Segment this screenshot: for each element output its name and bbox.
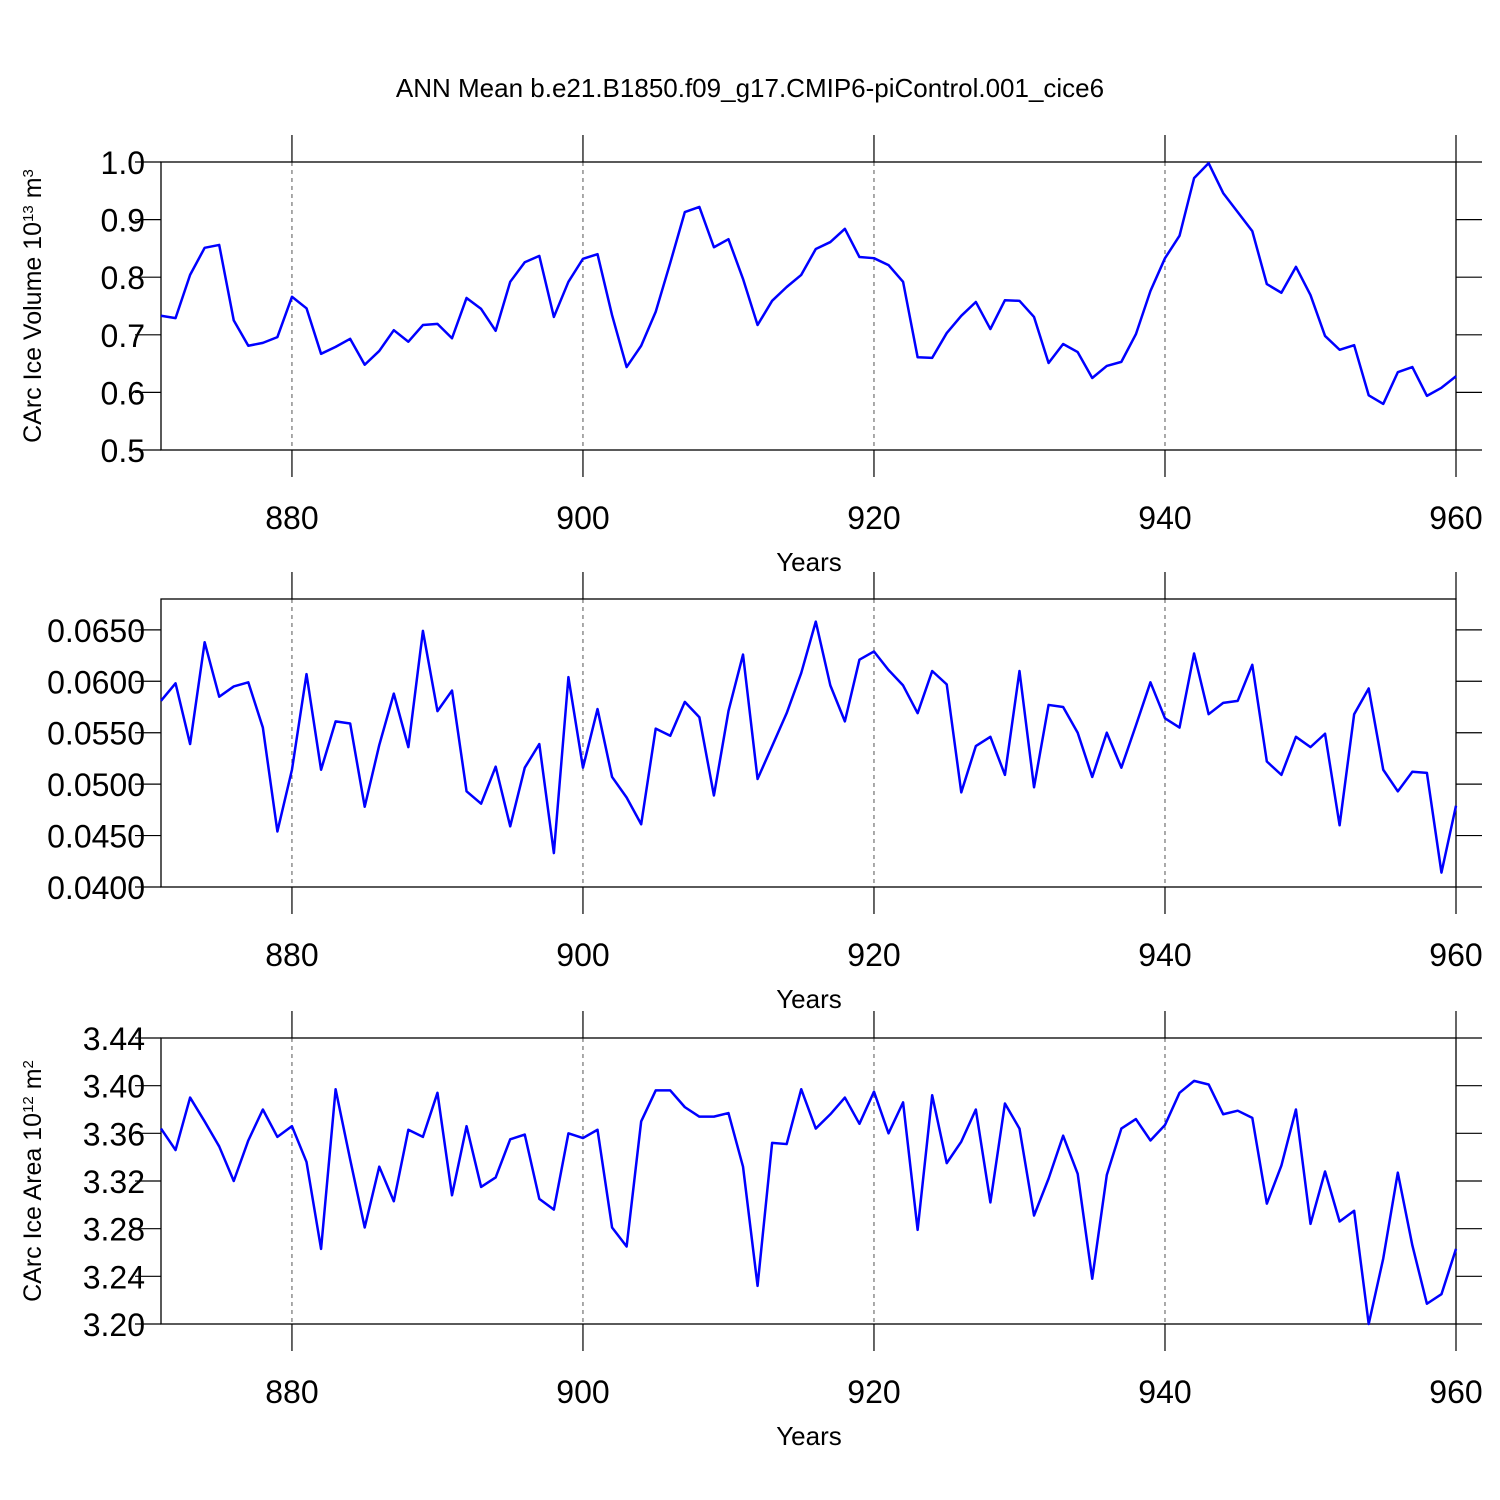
x-tick-label: 940: [1138, 1374, 1191, 1410]
y-axis-label-exponent: 2: [20, 1060, 37, 1068]
x-tick-label: 900: [556, 1374, 609, 1410]
x-tick-label: 960: [1429, 1374, 1482, 1410]
x-tick-label: 880: [265, 500, 318, 536]
data-line: [160, 161, 1457, 406]
y-tick-label: 0.0450: [47, 819, 145, 855]
y-axis-label-exponent: 13: [20, 205, 37, 222]
y-tick-label: 3.32: [83, 1164, 145, 1200]
y-axis-label-part: m: [19, 177, 47, 205]
y-tick-label: 0.0650: [47, 613, 145, 649]
y-axis-label: CArc Ice Volume 1013 m3: [19, 169, 47, 443]
y-axis-label-exponent: 3: [20, 169, 37, 177]
y-tick-label: 0.0550: [47, 716, 145, 752]
y-tick-label: 3.20: [83, 1307, 145, 1343]
y-tick-label: 0.5: [101, 433, 145, 469]
y-tick-label: 3.24: [83, 1259, 145, 1295]
y-axis-label-part: m: [19, 1068, 47, 1096]
y-tick-label: 0.0500: [47, 767, 145, 803]
data-line: [160, 620, 1458, 874]
y-tick-label: 3.44: [83, 1021, 145, 1057]
x-tick-label: 960: [1429, 500, 1482, 536]
x-tick-label: 900: [556, 937, 609, 973]
y-axis-label-part: CArc Ice Volume 10: [19, 222, 47, 443]
y-tick-label: 0.7: [101, 318, 145, 354]
x-axis-label: Years: [776, 547, 842, 577]
chart-title: ANN Mean b.e21.B1850.f09_g17.CMIP6-piCon…: [396, 73, 1104, 103]
plot-frame: [160, 161, 1457, 451]
x-tick-label: 900: [556, 500, 609, 536]
y-tick-label: 0.6: [101, 375, 145, 411]
y-axis-label-exponent: 12: [20, 1096, 37, 1113]
y-tick-label: 0.0600: [47, 664, 145, 700]
x-axis-label: Years: [776, 984, 842, 1014]
y-tick-label: 3.28: [83, 1212, 145, 1248]
x-tick-label: 920: [847, 937, 900, 973]
data-line: [159, 1079, 1458, 1326]
y-tick-label: 0.9: [101, 203, 145, 239]
x-tick-label: 920: [847, 500, 900, 536]
plot-frame: [160, 598, 1457, 888]
x-axis-label: Years: [776, 1421, 842, 1451]
y-tick-label: 0.0400: [47, 870, 145, 906]
y-tick-label: 3.36: [83, 1116, 145, 1152]
x-tick-label: 880: [265, 937, 318, 973]
x-tick-label: 960: [1429, 937, 1482, 973]
x-tick-label: 920: [847, 1374, 900, 1410]
y-tick-label: 0.8: [101, 260, 145, 296]
y-tick-label: 1.0: [101, 145, 145, 181]
y-axis-label-part: CArc Ice Area 10: [19, 1113, 47, 1302]
x-tick-label: 880: [265, 1374, 318, 1410]
x-tick-label: 940: [1138, 937, 1191, 973]
plot-frame: [160, 1037, 1457, 1325]
y-tick-label: 3.40: [83, 1069, 145, 1105]
y-axis-label: CArc Ice Area 1012 m2: [19, 1060, 47, 1302]
x-tick-label: 940: [1138, 500, 1191, 536]
